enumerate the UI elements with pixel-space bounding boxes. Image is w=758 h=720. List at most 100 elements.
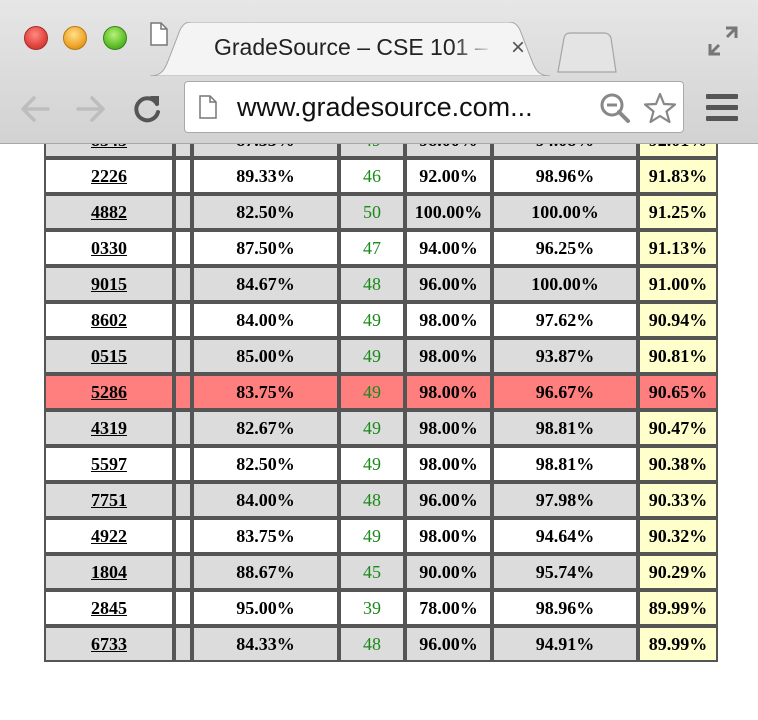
minimize-window-button[interactable] xyxy=(63,26,87,50)
student-id-link[interactable]: 2845 xyxy=(44,590,174,626)
count-cell: 49 xyxy=(339,338,405,374)
score-cell: 98.81% xyxy=(492,446,638,482)
url-text[interactable]: www.gradesource.com... xyxy=(237,92,577,122)
final-grade-cell: 91.13% xyxy=(638,230,718,266)
count-cell: 46 xyxy=(339,158,405,194)
spacer-cell xyxy=(174,446,192,482)
count-cell: 49 xyxy=(339,446,405,482)
spacer-cell xyxy=(174,158,192,194)
table-row: 0515 85.00% 49 98.00% 93.87% 90.81% xyxy=(44,338,718,374)
score-cell: 88.67% xyxy=(192,554,339,590)
count-cell: 48 xyxy=(339,482,405,518)
student-id-link[interactable]: 2226 xyxy=(44,158,174,194)
score-cell: 96.00% xyxy=(405,266,492,302)
score-cell: 84.00% xyxy=(192,482,339,518)
spacer-cell xyxy=(174,230,192,266)
final-grade-cell: 90.47% xyxy=(638,410,718,446)
spacer-cell xyxy=(174,374,192,410)
score-cell: 84.67% xyxy=(192,266,339,302)
student-id-link[interactable]: 5286 xyxy=(44,374,174,410)
score-cell: 98.00% xyxy=(405,446,492,482)
score-cell: 94.64% xyxy=(492,518,638,554)
tab-strip: GradeSource – CSE 101 – F × xyxy=(0,0,758,76)
grades-table: 854587.33%4998.00%94.08%92.01%222689.33%… xyxy=(44,144,718,662)
count-cell: 49 xyxy=(339,410,405,446)
score-cell: 98.81% xyxy=(492,410,638,446)
final-grade-cell: 90.33% xyxy=(638,482,718,518)
score-cell: 98.00% xyxy=(405,374,492,410)
zoom-icon[interactable] xyxy=(599,92,631,124)
student-id-link[interactable]: 4319 xyxy=(44,410,174,446)
student-id-link[interactable]: 5597 xyxy=(44,446,174,482)
score-cell: 98.00% xyxy=(405,410,492,446)
table-row: 8602 84.00% 49 98.00% 97.62% 90.94% xyxy=(44,302,718,338)
score-cell: 94.00% xyxy=(405,230,492,266)
score-cell: 96.25% xyxy=(492,230,638,266)
final-grade-cell: 91.00% xyxy=(638,266,718,302)
count-cell: 47 xyxy=(339,230,405,266)
reload-icon[interactable] xyxy=(130,92,164,126)
score-cell: 83.75% xyxy=(192,518,339,554)
count-cell: 48 xyxy=(339,266,405,302)
student-id-link[interactable]: 0330 xyxy=(44,230,174,266)
address-bar[interactable]: www.gradesource.com... xyxy=(184,81,684,133)
score-cell: 78.00% xyxy=(405,590,492,626)
final-grade-cell: 90.29% xyxy=(638,554,718,590)
score-cell: 90.00% xyxy=(405,554,492,590)
page-icon xyxy=(199,95,217,119)
score-cell: 84.00% xyxy=(192,302,339,338)
student-id-link[interactable]: 8602 xyxy=(44,302,174,338)
spacer-cell xyxy=(174,302,192,338)
menu-icon[interactable] xyxy=(706,94,738,124)
count-cell: 49 xyxy=(339,302,405,338)
table-row: 1804 88.67% 45 90.00% 95.74% 90.29% xyxy=(44,554,718,590)
score-cell: 100.00% xyxy=(492,194,638,230)
score-cell: 87.50% xyxy=(192,230,339,266)
score-cell: 94.91% xyxy=(492,626,638,662)
close-icon[interactable]: × xyxy=(506,34,530,62)
tab-gradesource[interactable]: GradeSource – CSE 101 – F × xyxy=(150,22,550,76)
count-cell: 49 xyxy=(339,374,405,410)
score-cell: 95.74% xyxy=(492,554,638,590)
new-tab-button[interactable] xyxy=(552,32,618,74)
student-id-link[interactable]: 1804 xyxy=(44,554,174,590)
student-id-link[interactable]: 7751 xyxy=(44,482,174,518)
score-cell: 92.00% xyxy=(405,158,492,194)
final-grade-cell: 90.65% xyxy=(638,374,718,410)
table-row: 5597 82.50% 49 98.00% 98.81% 90.38% xyxy=(44,446,718,482)
student-id-link[interactable]: 6733 xyxy=(44,626,174,662)
spacer-cell xyxy=(174,266,192,302)
score-cell: 98.00% xyxy=(405,518,492,554)
student-id-link[interactable]: 4922 xyxy=(44,518,174,554)
page-icon xyxy=(150,22,168,46)
score-cell: 98.00% xyxy=(405,302,492,338)
zoom-window-button[interactable] xyxy=(103,26,127,50)
score-cell: 97.62% xyxy=(492,302,638,338)
final-grade-cell: 91.25% xyxy=(638,194,718,230)
back-arrow-icon[interactable] xyxy=(18,92,52,126)
forward-arrow-icon[interactable] xyxy=(74,92,108,126)
score-cell: 100.00% xyxy=(492,266,638,302)
count-cell: 49 xyxy=(339,518,405,554)
spacer-cell xyxy=(174,144,192,158)
close-window-button[interactable] xyxy=(24,26,48,50)
table-row: 2845 95.00% 39 78.00% 98.96% 89.99% xyxy=(44,590,718,626)
score-cell: 85.00% xyxy=(192,338,339,374)
table-row: 9015 84.67% 48 96.00% 100.00% 91.00% xyxy=(44,266,718,302)
star-icon[interactable] xyxy=(643,91,677,125)
student-id-link[interactable]: 9015 xyxy=(44,266,174,302)
score-cell: 94.08% xyxy=(492,144,638,158)
student-id-link[interactable]: 4882 xyxy=(44,194,174,230)
spacer-cell xyxy=(174,554,192,590)
student-id-link[interactable]: 8545 xyxy=(44,144,174,158)
toolbar: www.gradesource.com... xyxy=(0,76,758,143)
table-row: 7751 84.00% 48 96.00% 97.98% 90.33% xyxy=(44,482,718,518)
table-row: 2226 89.33% 46 92.00% 98.96% 91.83% xyxy=(44,158,718,194)
count-cell: 50 xyxy=(339,194,405,230)
fullscreen-icon[interactable] xyxy=(706,24,740,58)
student-id-link[interactable]: 0515 xyxy=(44,338,174,374)
score-cell: 82.67% xyxy=(192,410,339,446)
score-cell: 98.00% xyxy=(405,144,492,158)
final-grade-cell: 89.99% xyxy=(638,626,718,662)
